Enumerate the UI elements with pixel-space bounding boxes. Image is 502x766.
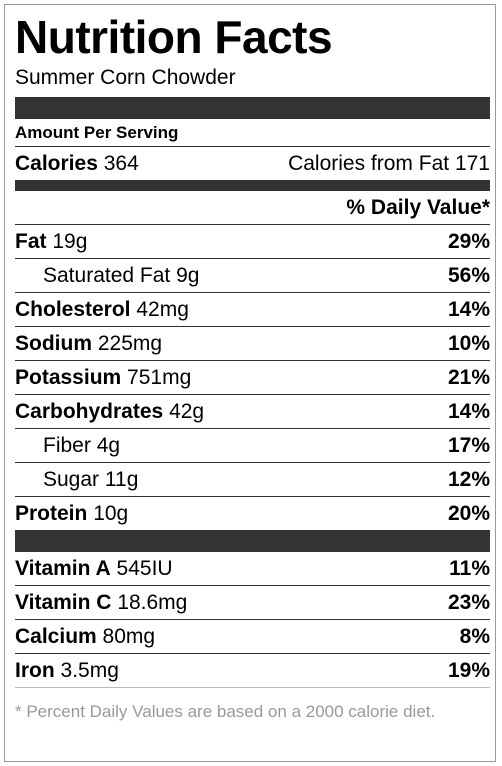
nutrient-row: Sodium 225mg 10%	[15, 327, 490, 360]
divider	[15, 292, 490, 293]
nutrient-daily-value: 23%	[447, 590, 490, 614]
nutrient-amount: 545IU	[116, 556, 173, 580]
divider	[15, 258, 490, 259]
nutrient-name-amount: Carbohydrates 42g	[15, 400, 204, 424]
calories-from-fat-cell: Calories from Fat 171	[288, 152, 490, 176]
nutrient-label: Potassium	[15, 365, 122, 389]
nutrient-label: Protein	[15, 501, 88, 525]
divider	[15, 394, 490, 395]
recipe-name: Summer Corn Chowder	[15, 66, 236, 89]
nutrient-row: Potassium 751mg 21%	[15, 361, 490, 394]
nutrient-label: Sodium	[15, 331, 92, 355]
nutrient-row: Fiber 4g 17%	[15, 429, 490, 462]
nutrient-label: Saturated Fat	[43, 263, 171, 287]
nutrient-amount: 4g	[96, 433, 121, 457]
nutrient-name-amount: Fat 19g	[15, 230, 87, 254]
nutrient-row: Calcium 80mg 8%	[15, 620, 490, 653]
nutrient-name-amount: Fiber 4g	[43, 434, 120, 458]
nutrient-label: Calcium	[15, 624, 97, 648]
nutrient-row: Fat 19g 29%	[15, 225, 490, 258]
nutrient-row: Carbohydrates 42g 14%	[15, 395, 490, 428]
nutrient-daily-value: 21%	[447, 365, 490, 389]
nutrient-amount: 3.5mg	[60, 658, 119, 682]
nutrient-row: Protein 10g 20%	[15, 497, 490, 530]
nutrient-name-amount: Iron 3.5mg	[15, 659, 119, 683]
nutrient-daily-value: 56%	[447, 263, 490, 287]
nutrient-daily-value: 20%	[447, 501, 490, 525]
calories-from-fat-value: 171	[454, 151, 490, 175]
footnote-divider	[15, 687, 490, 688]
daily-value-header: % Daily Value*	[346, 195, 490, 219]
nutrient-label: Cholesterol	[15, 297, 131, 321]
nutrient-daily-value: 19%	[447, 658, 490, 682]
calories-from-fat-label: Calories from Fat	[288, 151, 450, 175]
nutrient-amount: 11g	[104, 467, 139, 491]
nutrient-label: Sugar	[43, 467, 100, 491]
nutrient-row: Vitamin A 545IU 11%	[15, 552, 490, 585]
divider	[15, 496, 490, 497]
nutrient-name-amount: Potassium 751mg	[15, 366, 191, 390]
divider	[15, 653, 490, 654]
nutrient-name-amount: Cholesterol 42mg	[15, 298, 189, 322]
divider	[15, 146, 490, 147]
nutrient-daily-value: 17%	[447, 433, 490, 457]
nutrient-amount: 42mg	[136, 297, 189, 321]
calories-cell: Calories 364	[15, 152, 139, 176]
nutrition-label: Nutrition Facts Summer Corn Chowder Amou…	[4, 4, 496, 762]
nutrient-amount: 18.6mg	[117, 590, 188, 614]
nutrient-row: Cholesterol 42mg 14%	[15, 293, 490, 326]
divider	[15, 326, 490, 327]
nutrient-name-amount: Protein 10g	[15, 502, 128, 526]
medium-divider	[15, 180, 490, 191]
nutrient-amount: 10g	[93, 501, 129, 525]
nutrient-label: Fat	[15, 229, 47, 253]
nutrient-name-amount: Vitamin C 18.6mg	[15, 591, 187, 615]
nutrient-amount: 751mg	[127, 365, 192, 389]
nutrient-amount: 80mg	[102, 624, 156, 648]
nutrient-list: Fat 19g 29% Saturated Fat 9g 56% Cholesterol…	[15, 224, 490, 530]
nutrient-amount: 9g	[176, 263, 200, 287]
nutrient-daily-value: 10%	[447, 331, 490, 355]
vitamin-list: Vitamin A 545IU 11% Vitamin C 18.6mg 23% Cal…	[15, 552, 490, 687]
thick-divider	[15, 97, 490, 119]
nutrient-daily-value: 14%	[447, 399, 490, 423]
nutrient-label: Vitamin C	[15, 590, 112, 614]
nutrient-name-amount: Saturated Fat 9g	[43, 264, 199, 288]
nutrient-label: Vitamin A	[15, 556, 111, 580]
divider	[15, 360, 490, 361]
nutrient-label: Carbohydrates	[15, 399, 164, 423]
divider	[15, 619, 490, 620]
amount-per-serving: Amount Per Serving	[15, 122, 179, 142]
divider	[15, 462, 490, 463]
footnote: * Percent Daily Values are based on a 20…	[15, 702, 436, 721]
nutrient-label: Iron	[15, 658, 55, 682]
nutrient-name-amount: Sugar 11g	[43, 468, 138, 492]
nutrient-row: Iron 3.5mg 19%	[15, 654, 490, 687]
nutrient-daily-value: 29%	[447, 229, 490, 253]
divider	[15, 585, 490, 586]
nutrient-amount: 19g	[52, 229, 88, 253]
nutrient-label: Fiber	[43, 433, 91, 457]
nutrient-row: Saturated Fat 9g 56%	[15, 259, 490, 292]
divider	[15, 224, 490, 225]
label-title: Nutrition Facts	[15, 11, 333, 63]
nutrient-daily-value: 11%	[449, 556, 490, 580]
calories-value: 364	[103, 151, 139, 175]
calories-label: Calories	[15, 151, 98, 175]
nutrient-daily-value: 8%	[459, 624, 490, 648]
thick-divider-vitamins	[15, 530, 490, 552]
nutrient-amount: 42g	[169, 399, 205, 423]
nutrient-name-amount: Calcium 80mg	[15, 625, 155, 649]
nutrient-amount: 225mg	[97, 331, 163, 355]
nutrient-row: Sugar 11g 12%	[15, 463, 490, 496]
nutrient-daily-value: 12%	[447, 467, 490, 491]
calories-row: Calories 364 Calories from Fat 171	[15, 147, 490, 180]
nutrient-name-amount: Sodium 225mg	[15, 332, 162, 356]
nutrient-daily-value: 14%	[447, 297, 490, 321]
nutrient-row: Vitamin C 18.6mg 23%	[15, 586, 490, 619]
divider	[15, 428, 490, 429]
nutrient-name-amount: Vitamin A 545IU	[15, 557, 173, 581]
